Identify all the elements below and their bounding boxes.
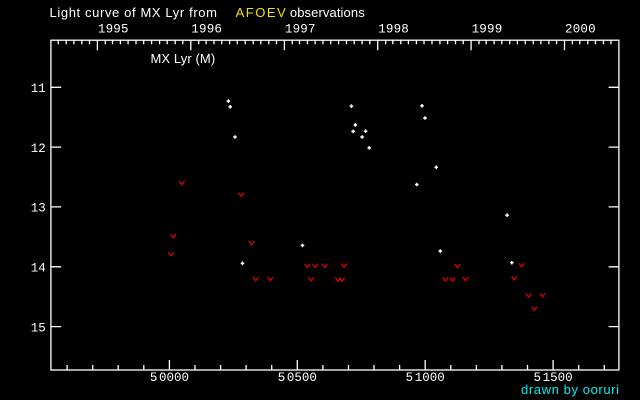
- svg-text:observations: observations: [290, 5, 365, 20]
- svg-text:1998: 1998: [378, 22, 409, 36]
- svg-text:13: 13: [31, 202, 46, 216]
- svg-text:1999: 1999: [472, 22, 503, 36]
- svg-text:12: 12: [31, 142, 46, 156]
- svg-text:drawn by ooruri: drawn by ooruri: [521, 382, 620, 397]
- svg-text:Light curve of MX Lyr from: Light curve of MX Lyr from: [50, 5, 218, 20]
- svg-text:14: 14: [31, 262, 46, 276]
- svg-text:15: 15: [31, 321, 46, 335]
- svg-text:1997: 1997: [285, 22, 316, 36]
- svg-text:AFOEV: AFOEV: [236, 5, 288, 20]
- svg-text:1995: 1995: [98, 22, 129, 36]
- svg-text:MX Lyr (M): MX Lyr (M): [151, 51, 216, 66]
- svg-text:11: 11: [31, 82, 46, 96]
- svg-text:1996: 1996: [191, 22, 222, 36]
- svg-text:2000: 2000: [565, 22, 596, 36]
